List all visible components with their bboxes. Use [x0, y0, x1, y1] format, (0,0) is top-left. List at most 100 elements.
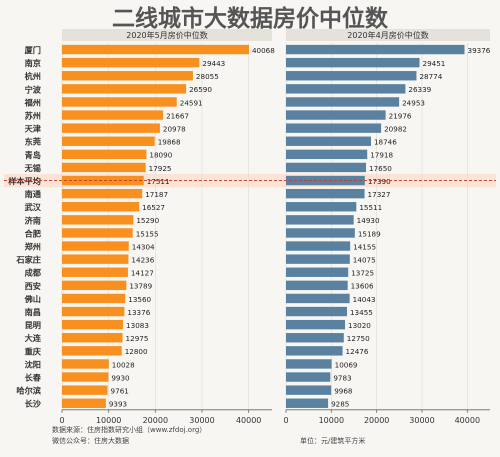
- left-bar: [62, 254, 129, 264]
- left-value-label: 15290: [136, 216, 159, 225]
- category-label: 厦门: [25, 45, 41, 55]
- right-value-label: 12476: [346, 347, 369, 356]
- category-label: 昆明: [25, 320, 41, 330]
- category-label: 武汉: [25, 202, 42, 212]
- unit-note: 单位：元/建筑平方米: [300, 436, 365, 445]
- category-label: 沈阳: [25, 359, 41, 369]
- page-title: 二线城市大数据房价中位数: [112, 5, 389, 32]
- right-value-label: 17327: [368, 190, 391, 199]
- left-bar: [62, 267, 128, 277]
- right-panel-title: 2020年4月房价中位数: [347, 30, 428, 40]
- right-bar: [286, 123, 382, 133]
- left-value-label: 9930: [111, 373, 130, 382]
- right-bar: [286, 71, 417, 81]
- left-value-label: 13789: [129, 282, 152, 291]
- left-bar: [62, 319, 124, 330]
- category-label: 天津: [25, 124, 41, 134]
- left-bar: [62, 398, 106, 408]
- right-x-tick-label: 0: [283, 416, 288, 425]
- left-value-label: 28055: [196, 72, 219, 81]
- left-value-label: 29443: [202, 59, 225, 68]
- left-bar: [62, 175, 144, 186]
- category-label: 成都: [25, 268, 42, 278]
- left-value-label: 26590: [189, 85, 212, 94]
- category-label: 南通: [25, 189, 42, 199]
- left-value-label: 18090: [149, 151, 172, 160]
- left-bar: [62, 136, 155, 146]
- left-bar: [62, 188, 143, 199]
- left-value-label: 19868: [158, 138, 181, 147]
- left-bar: [62, 84, 187, 94]
- left-bar: [62, 293, 126, 304]
- left-bar: [62, 385, 108, 395]
- left-bar: [62, 228, 133, 238]
- right-value-label: 14930: [357, 216, 380, 225]
- left-value-label: 17187: [145, 190, 168, 199]
- left-value-label: 13376: [127, 308, 150, 317]
- right-bar: [286, 162, 367, 173]
- category-label: 西安: [25, 281, 41, 291]
- right-value-label: 13020: [348, 321, 371, 330]
- right-value-label: 9285: [331, 400, 349, 409]
- right-bar: [286, 97, 400, 107]
- category-labels: 厦门南京杭州宁波福州苏州天津东莞青岛无锡样本平均南通武汉济南合肥郑州石家庄成都西…: [8, 45, 42, 409]
- right-bar: [286, 241, 351, 251]
- right-bar: [286, 398, 329, 408]
- category-label: 佛山: [24, 294, 41, 304]
- left-value-label: 24591: [180, 98, 203, 107]
- category-label: 哈尔滨: [16, 386, 41, 396]
- category-label: 济南: [25, 215, 41, 225]
- left-value-label: 9761: [111, 386, 129, 395]
- left-value-label: 40068: [252, 46, 275, 55]
- right-value-label: 18746: [374, 138, 397, 147]
- right-bar: [286, 188, 365, 199]
- right-value-label: 17390: [368, 177, 391, 186]
- right-value-label: 15189: [358, 229, 381, 238]
- right-bar: [286, 228, 355, 238]
- right-value-label: 9968: [334, 386, 353, 395]
- left-bar: [62, 44, 249, 55]
- right-value-label: 39376: [468, 46, 491, 55]
- right-bar: [286, 359, 332, 369]
- right-bar: [286, 215, 354, 225]
- left-value-label: 15155: [136, 229, 159, 238]
- left-x-tick-label: 20000: [143, 416, 168, 425]
- left-bar: [62, 202, 140, 212]
- right-x-tick-label: 20000: [364, 416, 389, 425]
- category-label: 合肥: [24, 228, 42, 238]
- right-bar: [286, 267, 349, 277]
- left-value-label: 13083: [126, 321, 149, 330]
- category-label: 杭州: [25, 71, 41, 81]
- category-label: 无锡: [24, 163, 41, 173]
- right-bar: [286, 202, 357, 212]
- left-x-tick-label: 10000: [96, 416, 121, 425]
- right-bar: [286, 110, 386, 120]
- right-x-tick-label: 30000: [409, 416, 434, 425]
- right-x-tick-label: 10000: [319, 416, 344, 425]
- right-value-label: 24953: [402, 98, 425, 107]
- left-bar: [62, 241, 129, 251]
- category-label: 长春: [25, 372, 42, 382]
- left-bar: [62, 215, 134, 225]
- left-panel-title: 2020年5月房价中位数: [126, 30, 207, 40]
- left-value-label: 21667: [166, 111, 189, 120]
- right-value-label: 13725: [351, 269, 374, 278]
- left-bars: 40068 29443 28055 26590 24591 21667 20978 19868…: [62, 44, 275, 409]
- category-label: 郑州: [25, 241, 41, 251]
- left-panel-header-bg: [62, 29, 272, 41]
- left-value-label: 14127: [131, 269, 154, 278]
- category-label: 石家庄: [15, 255, 41, 265]
- left-bar: [62, 162, 146, 173]
- right-bar: [286, 319, 346, 330]
- right-bar: [286, 254, 350, 264]
- left-value-label: 20978: [163, 124, 186, 133]
- right-bar: [286, 306, 347, 317]
- right-value-label: 14155: [353, 242, 376, 251]
- left-bar: [62, 280, 127, 291]
- right-value-label: 13606: [351, 282, 374, 291]
- category-label: 大连: [25, 333, 42, 343]
- category-label: 南昌: [25, 307, 41, 317]
- right-value-label: 26339: [408, 85, 431, 94]
- right-bar: [286, 280, 348, 291]
